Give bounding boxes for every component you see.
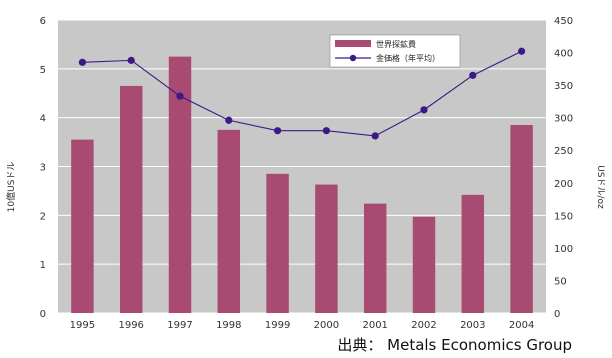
bar xyxy=(315,184,338,313)
left-tick-label: 6 xyxy=(40,16,46,27)
bar xyxy=(217,129,241,313)
line-point xyxy=(274,127,282,135)
right-axis-title: USドル/oz xyxy=(595,165,605,209)
line-point xyxy=(469,71,477,79)
left-tick-label: 1 xyxy=(40,260,46,271)
legend: 世界探鉱費 金価格（年平均） xyxy=(329,34,461,68)
bar xyxy=(461,194,485,313)
line-point xyxy=(371,132,379,140)
right-tick-label: 150 xyxy=(554,211,573,222)
line-point xyxy=(420,106,428,114)
right-tick-label: 300 xyxy=(554,114,573,125)
legend-bar-swatch xyxy=(335,40,371,47)
x-tick-label: 2000 xyxy=(314,320,339,331)
bar xyxy=(71,139,94,313)
bar xyxy=(363,203,387,313)
right-tick-label: 250 xyxy=(554,146,573,157)
right-tick-label: 350 xyxy=(554,81,573,92)
left-tick-label: 5 xyxy=(40,65,46,76)
legend-line-marker xyxy=(349,54,357,62)
x-tick-label: 2004 xyxy=(509,320,534,331)
legend-line-label: 金価格（年平均） xyxy=(376,53,440,63)
right-tick-label: 200 xyxy=(554,179,573,190)
right-tick-label: 450 xyxy=(554,16,573,27)
line-path xyxy=(82,50,522,137)
line-point xyxy=(127,56,135,64)
x-tick-label: 2001 xyxy=(362,320,387,331)
right-tick-label: 0 xyxy=(554,309,560,320)
left-tick-label: 3 xyxy=(40,163,46,174)
right-tick-label: 400 xyxy=(554,49,573,60)
bar xyxy=(168,56,192,313)
bar xyxy=(119,85,143,313)
x-tick-label: 2003 xyxy=(460,320,485,331)
line-series xyxy=(78,47,526,140)
x-tick-label: 1997 xyxy=(167,320,192,331)
right-tick-label: 100 xyxy=(554,244,573,255)
x-tick-label: 1999 xyxy=(265,320,290,331)
left-tick-label: 2 xyxy=(40,211,46,222)
left-tick-label: 4 xyxy=(40,114,46,125)
source-note: 出典： Metals Economics Group xyxy=(337,336,572,354)
line-point xyxy=(225,116,233,124)
left-axis-title: 10億USドル xyxy=(5,162,17,213)
line-point xyxy=(322,127,330,135)
bar xyxy=(412,216,436,313)
bar-series xyxy=(71,56,533,313)
bar xyxy=(510,124,533,313)
right-tick-label: 50 xyxy=(554,276,567,287)
x-tick-label: 1996 xyxy=(118,320,143,331)
right-axis-ticks: 0 50 100 150 200 250 300 350 400 450 xyxy=(554,16,573,320)
left-axis-ticks: 0 1 2 3 4 5 6 xyxy=(40,16,46,320)
legend-bar-label: 世界探鉱費 xyxy=(376,39,416,49)
x-tick-label: 1995 xyxy=(70,320,95,331)
x-tick-label: 2002 xyxy=(411,320,436,331)
line-point xyxy=(176,92,184,100)
bar xyxy=(266,173,289,313)
line-point xyxy=(78,58,86,66)
x-axis-ticks: 1995 1996 1997 1998 1999 2000 2001 2002 2003 2004 xyxy=(70,320,535,331)
left-tick-label: 0 xyxy=(40,309,46,320)
line-point xyxy=(518,47,526,55)
x-tick-label: 1998 xyxy=(216,320,241,331)
